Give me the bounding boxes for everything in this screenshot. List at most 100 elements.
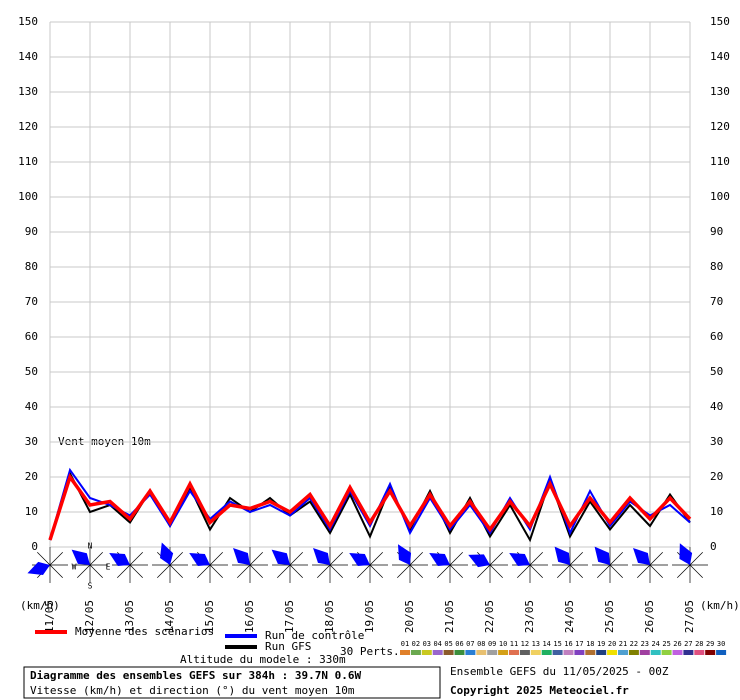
perturbation-swatch (400, 650, 410, 655)
x-tick-label: 14/05 (163, 600, 176, 633)
wind-direction (679, 543, 693, 565)
perturbation-label: 10 (499, 640, 507, 648)
wind-direction (27, 561, 50, 575)
compass-letter: E (106, 563, 111, 572)
perturbation-label: 29 (706, 640, 714, 648)
perturbation-label: 17 (575, 640, 583, 648)
perturbation-label: 13 (532, 640, 540, 648)
legend-label: Moyenne des scénarios (75, 625, 214, 638)
y-tick-label: 150 (710, 15, 730, 28)
perturbation-swatch (694, 650, 705, 655)
y-tick-label: 80 (25, 260, 38, 273)
x-tick-label: 11/05 (43, 600, 56, 633)
y-tick-label: 130 (18, 85, 38, 98)
y-tick-label: 20 (25, 470, 38, 483)
y-tick-label: 140 (18, 50, 38, 63)
y-tick-label: 10 (710, 505, 723, 518)
chart-title: Diagramme des ensembles GEFS sur 384h : … (30, 669, 362, 682)
perturbation-label: 07 (466, 640, 474, 648)
run-info: Ensemble GEFS du 11/05/2025 - 00Z (450, 665, 669, 678)
perturbation-label: 11 (510, 640, 518, 648)
perturbation-swatch (574, 650, 585, 655)
perturbation-swatch (476, 650, 487, 655)
wind-direction (71, 549, 90, 565)
y-tick-label: 0 (31, 540, 38, 553)
perturbation-swatch (596, 650, 607, 655)
perturbation-label: 12 (521, 640, 529, 648)
compass-letter: W (72, 563, 77, 572)
y-tick-label: 130 (710, 85, 730, 98)
perturbation-swatch (650, 650, 661, 655)
title-box (23, 666, 441, 699)
y-tick-label: 90 (25, 225, 38, 238)
perturbation-swatch (443, 650, 454, 655)
perturbation-label: 23 (641, 640, 649, 648)
x-tick-label: 16/05 (243, 600, 256, 633)
x-tick-label: 18/05 (323, 600, 336, 633)
perturbation-label: 03 (423, 640, 431, 648)
perturbation-swatch (563, 650, 574, 655)
x-tick-label: 22/05 (483, 600, 496, 633)
y-tick-label: 0 (710, 540, 717, 553)
perturbation-swatch (410, 650, 421, 655)
perturbation-label: 02 (412, 640, 420, 648)
y-tick-label: 10 (25, 505, 38, 518)
compass-letter: S (88, 582, 93, 591)
y-tick-label: 150 (18, 15, 38, 28)
x-tick-label: 27/05 (683, 600, 696, 633)
y-unit: (km/h) (20, 599, 60, 612)
perturbation-swatch (432, 650, 443, 655)
perturbation-swatch (618, 650, 628, 655)
wind-direction (160, 542, 174, 565)
y-tick-label: 100 (710, 190, 730, 203)
x-tick-label: 17/05 (283, 600, 296, 633)
perturbation-swatch (672, 650, 683, 655)
wind-direction (594, 546, 610, 565)
wind-direction (554, 546, 570, 565)
altitude: Altitude du modele : 330m (180, 653, 346, 666)
perturbation-swatch (585, 650, 596, 655)
x-tick-label: 19/05 (363, 600, 376, 633)
wind-direction (509, 553, 530, 567)
perturbation-swatch (639, 650, 650, 655)
wind-direction (109, 553, 130, 567)
y-tick-label: 40 (710, 400, 723, 413)
perturbation-label: 08 (477, 640, 485, 648)
perturbation-label: 16 (564, 640, 572, 648)
perturbation-label: 30 (717, 640, 725, 648)
perturbation-label: 25 (662, 640, 670, 648)
wind-direction (189, 553, 210, 567)
wind-direction (349, 553, 370, 567)
y-tick-label: 60 (710, 330, 723, 343)
perturbation-label: 01 (401, 640, 409, 648)
legend-label: Run GFS (265, 640, 311, 653)
perturbation-label: 28 (695, 640, 703, 648)
wind-direction (398, 544, 412, 565)
perturbation-swatch (552, 650, 563, 655)
perturbation-swatch (716, 650, 727, 655)
perturbation-label: 19 (597, 640, 605, 648)
perturbation-label: 24 (651, 640, 659, 648)
y-tick-label: 30 (710, 435, 723, 448)
wind-direction (233, 548, 250, 565)
y-tick-label: 60 (25, 330, 38, 343)
perturbation-label: 27 (684, 640, 692, 648)
y-tick-label: 100 (18, 190, 38, 203)
y-tick-label: 50 (710, 365, 723, 378)
perturbation-label: 21 (619, 640, 627, 648)
perturbation-swatch (487, 650, 498, 655)
subtitle: Vitesse (km/h) et direction (°) du vent … (30, 684, 355, 697)
x-tick-label: 26/05 (643, 600, 656, 633)
y-tick-label: 70 (710, 295, 723, 308)
perturbation-swatch (498, 650, 509, 655)
x-tick-label: 21/05 (443, 600, 456, 633)
y-tick-label: 40 (25, 400, 38, 413)
y-tick-label: 20 (710, 470, 723, 483)
perturbation-swatch (421, 650, 432, 655)
perturbation-swatch (509, 650, 519, 655)
perturbation-swatch (541, 650, 552, 655)
perturbation-swatch (683, 650, 694, 655)
perturbation-label: 04 (433, 640, 441, 648)
y-tick-label: 140 (710, 50, 730, 63)
